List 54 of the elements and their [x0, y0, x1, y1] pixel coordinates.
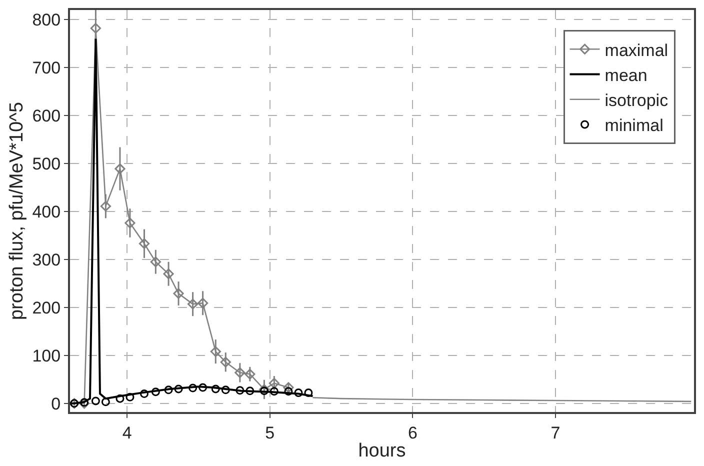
point: [114, 163, 126, 174]
point: [236, 386, 244, 395]
legend-label: isotropic: [604, 90, 669, 110]
y-tick-label: 100: [32, 346, 61, 366]
point: [221, 386, 230, 394]
y-tick-label: 800: [32, 10, 61, 30]
point: [198, 383, 208, 392]
point: [173, 288, 184, 299]
y-tick-label: 300: [32, 250, 61, 270]
point: [294, 388, 303, 398]
point: [211, 384, 220, 394]
point: [151, 388, 160, 396]
legend-label: mean: [604, 66, 648, 85]
x-axis-title: hours: [358, 440, 406, 462]
point: [188, 384, 198, 392]
point: [116, 394, 124, 403]
point: [246, 386, 254, 396]
y-tick-label: 400: [32, 202, 61, 222]
point: [140, 390, 148, 398]
point: [260, 386, 268, 396]
point: [268, 378, 280, 389]
point: [164, 386, 173, 394]
point: [174, 384, 183, 394]
y-tick-label: 0: [51, 394, 61, 414]
point: [304, 388, 313, 398]
y-tick-label: 600: [32, 106, 61, 126]
point: [126, 392, 134, 402]
y-axis-title: proton flux, pfu/MeV*10^5: [6, 102, 28, 320]
point: [90, 22, 101, 34]
point: [138, 238, 150, 249]
point: [91, 396, 100, 406]
point: [234, 367, 246, 378]
point: [220, 356, 231, 368]
point: [284, 387, 293, 396]
legend-label: minimal: [604, 116, 664, 136]
point: [100, 200, 111, 212]
y-tick-label: 500: [32, 154, 61, 174]
x-tick-label: 4: [122, 423, 132, 442]
point: [244, 368, 256, 380]
point: [124, 218, 136, 228]
point: [163, 268, 174, 280]
point: [150, 256, 161, 268]
legend-label: maximal: [604, 40, 668, 60]
y-tick-label: 700: [32, 58, 61, 78]
point: [283, 382, 294, 393]
point: [198, 298, 208, 308]
x-tick-label: 5: [265, 423, 275, 442]
x-tick-label: 7: [550, 423, 560, 442]
point: [188, 298, 198, 310]
point: [101, 398, 110, 406]
point: [270, 387, 278, 396]
point: [210, 346, 221, 357]
y-tick-label: 200: [32, 298, 61, 318]
x-tick-label: 6: [408, 423, 418, 442]
